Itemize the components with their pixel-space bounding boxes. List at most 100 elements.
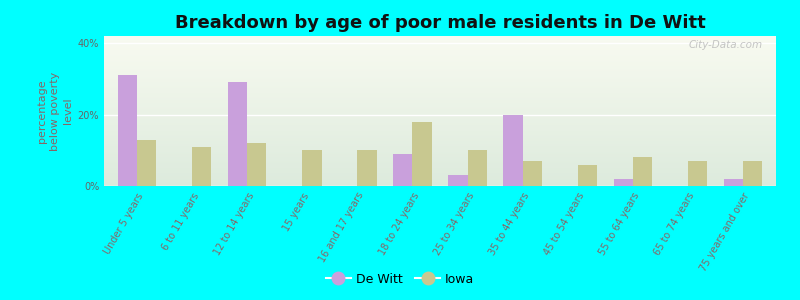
- Bar: [104, 139, 776, 140]
- Bar: [104, 101, 776, 102]
- Bar: [104, 47, 776, 48]
- Bar: [633, 158, 652, 186]
- Bar: [614, 179, 633, 186]
- Bar: [104, 64, 776, 65]
- Bar: [104, 78, 776, 79]
- Bar: [104, 132, 776, 133]
- Bar: [104, 178, 776, 179]
- Bar: [104, 93, 776, 94]
- Bar: [104, 67, 776, 68]
- Bar: [104, 149, 776, 150]
- Bar: [104, 160, 776, 161]
- Bar: [104, 161, 776, 162]
- Bar: [104, 70, 776, 71]
- Bar: [104, 46, 776, 47]
- Bar: [104, 169, 776, 170]
- Bar: [104, 115, 776, 116]
- Bar: [104, 73, 776, 74]
- Bar: [104, 146, 776, 147]
- Bar: [104, 151, 776, 152]
- Bar: [104, 41, 776, 42]
- Bar: [104, 158, 776, 159]
- Bar: [104, 131, 776, 132]
- Bar: [104, 164, 776, 165]
- Bar: [104, 129, 776, 130]
- Bar: [104, 136, 776, 137]
- Bar: [104, 124, 776, 125]
- Bar: [104, 102, 776, 103]
- Bar: [104, 145, 776, 146]
- Bar: [104, 49, 776, 50]
- Bar: [104, 127, 776, 128]
- Bar: [104, 179, 776, 180]
- Bar: [104, 92, 776, 93]
- Bar: [104, 83, 776, 84]
- Bar: [104, 135, 776, 136]
- Bar: [104, 177, 776, 178]
- Bar: [104, 69, 776, 70]
- Bar: [104, 116, 776, 117]
- Bar: [104, 110, 776, 111]
- Bar: [104, 52, 776, 53]
- Bar: [104, 60, 776, 61]
- Bar: [104, 159, 776, 160]
- Bar: [104, 144, 776, 145]
- Text: City-Data.com: City-Data.com: [689, 40, 762, 50]
- Bar: [104, 163, 776, 164]
- Bar: [104, 94, 776, 95]
- Bar: [104, 87, 776, 88]
- Bar: [104, 126, 776, 127]
- Bar: [104, 185, 776, 186]
- Bar: [104, 53, 776, 54]
- Bar: [104, 118, 776, 119]
- Bar: [104, 85, 776, 86]
- Bar: [104, 58, 776, 59]
- Bar: [104, 165, 776, 166]
- Bar: [104, 80, 776, 81]
- Bar: [104, 141, 776, 142]
- Bar: [358, 150, 377, 186]
- Bar: [104, 96, 776, 97]
- Bar: [104, 154, 776, 155]
- Bar: [104, 66, 776, 67]
- Bar: [104, 108, 776, 109]
- Bar: [104, 182, 776, 183]
- Bar: [104, 106, 776, 107]
- Bar: [104, 137, 776, 138]
- Bar: [104, 72, 776, 73]
- Bar: [192, 147, 211, 186]
- Bar: [104, 180, 776, 181]
- Bar: [104, 104, 776, 105]
- Bar: [104, 105, 776, 106]
- Bar: [104, 97, 776, 98]
- Bar: [104, 143, 776, 144]
- Bar: [104, 107, 776, 108]
- Bar: [104, 171, 776, 172]
- Bar: [104, 38, 776, 39]
- Bar: [104, 39, 776, 40]
- Bar: [104, 62, 776, 63]
- Bar: [104, 118, 776, 119]
- Bar: [104, 150, 776, 151]
- Bar: [448, 175, 467, 186]
- Bar: [104, 65, 776, 66]
- Bar: [413, 122, 432, 186]
- Bar: [104, 91, 776, 92]
- Bar: [104, 157, 776, 158]
- Bar: [104, 40, 776, 41]
- Bar: [503, 115, 522, 186]
- Bar: [104, 174, 776, 175]
- Bar: [104, 160, 776, 161]
- Bar: [104, 170, 776, 171]
- Y-axis label: percentage
below poverty
level: percentage below poverty level: [37, 71, 74, 151]
- Bar: [104, 86, 776, 87]
- Bar: [104, 167, 776, 168]
- Bar: [104, 36, 776, 37]
- Bar: [104, 172, 776, 173]
- Bar: [104, 84, 776, 85]
- Bar: [104, 57, 776, 58]
- Bar: [104, 63, 776, 64]
- Bar: [104, 128, 776, 129]
- Bar: [247, 143, 266, 186]
- Bar: [104, 79, 776, 80]
